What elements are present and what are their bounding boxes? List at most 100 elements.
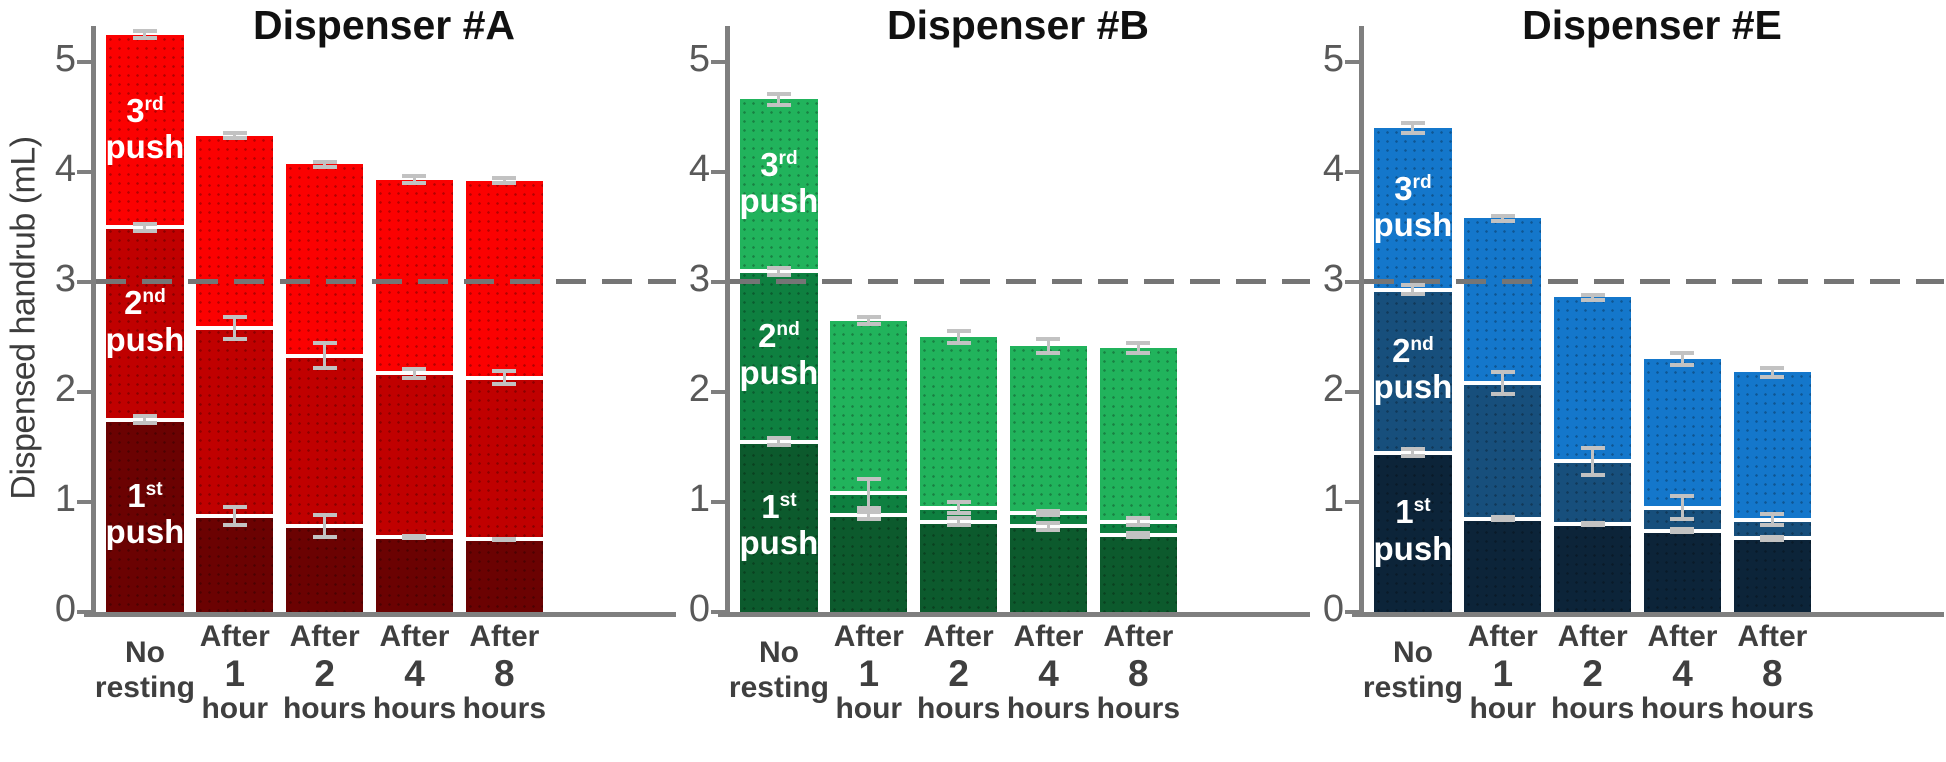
y-axis-tick — [711, 500, 725, 504]
x-label-line: After — [1557, 620, 1628, 653]
error-bar-cap-top — [766, 436, 791, 440]
plot-area: 1st push 2nd push 3rd push — [1345, 18, 1944, 617]
error-bar-stem — [1046, 520, 1050, 532]
y-axis-tick-label: 5 — [54, 38, 76, 80]
error-bar-cap-top — [1580, 293, 1605, 297]
error-bar-stem — [233, 131, 237, 141]
error-bar — [1580, 293, 1605, 302]
x-category-label: After 1 hour — [794, 620, 944, 727]
x-category-label: After 8 hours — [429, 620, 579, 727]
error-bar-cap-top — [946, 516, 971, 521]
segment-label-number: 2nd — [758, 317, 800, 355]
error-bar-stem — [1591, 445, 1595, 477]
error-bar-stem — [502, 368, 506, 387]
x-label-line: hours — [462, 692, 547, 726]
error-bar-cap-top — [1760, 365, 1785, 370]
bar-segment-push3 — [1554, 297, 1632, 462]
segment-label-number: 3rd — [760, 146, 798, 184]
x-label-line: 1 — [224, 652, 246, 694]
error-bar — [132, 29, 157, 40]
x-label-line: resting — [94, 670, 195, 704]
error-bar — [1126, 530, 1151, 540]
error-bar-cap-bottom — [222, 136, 247, 141]
x-label-line: No — [758, 636, 799, 669]
error-bar — [132, 221, 157, 233]
error-bar-stem — [1046, 508, 1050, 518]
segment-label-number: 2nd — [1392, 332, 1434, 370]
error-bar-stem — [233, 505, 237, 528]
bar-segment-push2 — [106, 227, 184, 420]
segment-label-number: 1st — [1395, 493, 1431, 531]
error-bar — [766, 265, 791, 277]
y-axis-tick-label: 3 — [54, 258, 76, 300]
error-bar-stem — [143, 414, 147, 425]
y-axis-tick-label: 0 — [54, 588, 76, 630]
bar-segment-push2 — [1733, 519, 1811, 539]
segment-label-number: 3rd — [1394, 169, 1432, 207]
error-bar-stem — [777, 436, 781, 447]
error-bar-stem — [777, 265, 781, 277]
error-bar-cap-bottom — [1760, 537, 1785, 542]
error-bar-stem — [1501, 370, 1505, 397]
y-axis-tick — [1345, 390, 1359, 394]
error-bar-stem — [323, 513, 327, 540]
x-label-line: 2 — [1582, 652, 1603, 694]
error-bar-stem — [777, 91, 781, 108]
error-bar-cap-bottom — [132, 421, 157, 425]
y-axis-tick — [1345, 60, 1359, 64]
reference-line-3ml — [730, 279, 1310, 284]
x-label-line: After — [199, 620, 270, 653]
x-label-line: resting — [728, 670, 829, 704]
error-bar — [1400, 121, 1425, 135]
error-bar-cap-top — [946, 329, 971, 334]
error-bar-cap-top — [222, 315, 247, 319]
error-bar — [402, 174, 427, 186]
error-bar-stem — [1136, 341, 1140, 355]
error-bar-cap-bottom — [766, 103, 791, 108]
error-bar-cap-top — [1490, 515, 1515, 520]
error-bar-cap-top — [1760, 535, 1785, 539]
error-bar — [1036, 520, 1061, 532]
error-bar-cap-bottom — [1760, 374, 1785, 379]
panel-dispenser-e: Dispenser #E 1st push 2nd push 3rd push No res… — [1312, 0, 1946, 762]
error-bar-stem — [1136, 516, 1140, 528]
error-bar — [856, 315, 881, 326]
error-bar — [132, 414, 157, 425]
y-axis-tick — [1345, 170, 1359, 174]
error-bar — [1670, 527, 1695, 534]
x-axis-labels: No resting After 1 hour After 2 hours After 4 hour… — [729, 620, 1306, 762]
y-axis-tick-label: 2 — [54, 368, 76, 410]
bar-segment-push3 — [1374, 128, 1452, 290]
segment-label-push3: 3rd push — [1373, 169, 1453, 244]
error-bar-cap-bottom — [402, 375, 427, 380]
x-label-line: hours — [372, 692, 457, 726]
bar-segment-push2 — [1009, 513, 1088, 527]
segment-label-push2: 2nd push — [739, 317, 819, 391]
x-label-line: 1 — [858, 652, 880, 694]
error-bar-stem — [957, 329, 961, 345]
x-label-line: hours — [1730, 692, 1815, 726]
error-bar-cap-top — [402, 533, 427, 538]
error-bar-cap-bottom — [1400, 292, 1425, 297]
segment-label-number: 3rd — [126, 91, 164, 129]
x-category-label: After 1 hour — [160, 620, 310, 727]
x-label-line: 8 — [1128, 652, 1149, 694]
error-bar — [492, 368, 517, 387]
x-category-label: After 8 hours — [1697, 620, 1847, 727]
bar-segment-push3 — [920, 337, 998, 508]
error-bar-cap-bottom — [312, 164, 337, 169]
error-bar-stem — [323, 159, 327, 169]
error-bar-cap-bottom — [1580, 523, 1605, 528]
error-bar-stem — [1680, 494, 1684, 521]
error-bar-cap-bottom — [492, 537, 517, 542]
segment-label-push1: 1st push — [739, 487, 819, 562]
bar-segment-push3 — [1733, 372, 1811, 520]
error-bar — [946, 329, 971, 345]
error-bar-cap-bottom — [1670, 529, 1695, 534]
error-bar-cap-bottom — [132, 228, 157, 233]
error-bar-cap-bottom — [222, 523, 247, 528]
y-axis-tick-label: 1 — [54, 478, 76, 520]
bar-segment-push3 — [196, 135, 274, 329]
x-category-label: After 4 hours — [973, 620, 1123, 727]
x-label-line: After — [1013, 620, 1084, 653]
